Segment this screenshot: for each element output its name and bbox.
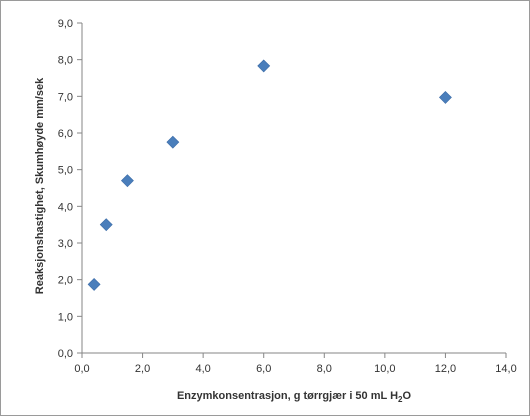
x-tick-label: 4,0 <box>195 363 210 375</box>
y-tick-label: 2,0 <box>58 275 73 287</box>
data-point-diamond <box>257 59 271 73</box>
y-tick-label: 6,0 <box>58 128 73 140</box>
x-axis-title-suffix: O <box>402 390 411 402</box>
data-point-diamond <box>166 135 180 149</box>
x-tick-label: 12,0 <box>435 363 456 375</box>
y-tick-label: 4,0 <box>58 201 73 213</box>
x-tick-label: 14,0 <box>495 363 516 375</box>
x-tick-label: 8,0 <box>317 363 332 375</box>
x-tick-label: 0,0 <box>74 363 89 375</box>
data-point-diamond <box>439 91 452 104</box>
y-axis-ticks: 0,0 1,0 2,0 3,0 4,0 5,0 6,0 7,0 8,0 9,0 <box>58 18 82 360</box>
y-tick-label: 0,0 <box>58 348 73 360</box>
x-tick-label: 2,0 <box>135 363 150 375</box>
y-axis-title: Reaksjonshastighet, Skumhøyde mm/sek <box>34 77 46 294</box>
x-tick-label: 6,0 <box>256 363 271 375</box>
y-tick-label: 9,0 <box>58 18 73 30</box>
data-points <box>87 59 452 291</box>
x-axis-ticks: 0,0 2,0 4,0 6,0 8,0 10,0 12,0 14,0 <box>74 353 517 375</box>
y-tick-label: 8,0 <box>58 55 73 67</box>
x-axis-title-subscript: 2 <box>398 395 403 404</box>
y-tick-label: 1,0 <box>58 311 73 323</box>
data-point-diamond <box>87 278 101 291</box>
data-point-diamond <box>99 218 113 232</box>
y-tick-label: 5,0 <box>58 165 73 177</box>
y-tick-label: 3,0 <box>58 238 73 250</box>
x-tick-label: 10,0 <box>374 363 395 375</box>
y-tick-label: 7,0 <box>58 91 73 103</box>
data-point-diamond <box>121 174 134 188</box>
x-axis-title: Enzymkonsentrasjon, g tørrgjær i 50 mL H… <box>177 390 412 404</box>
x-axis-title-main: Enzymkonsentrasjon, g tørrgjær i 50 mL H <box>177 390 398 402</box>
